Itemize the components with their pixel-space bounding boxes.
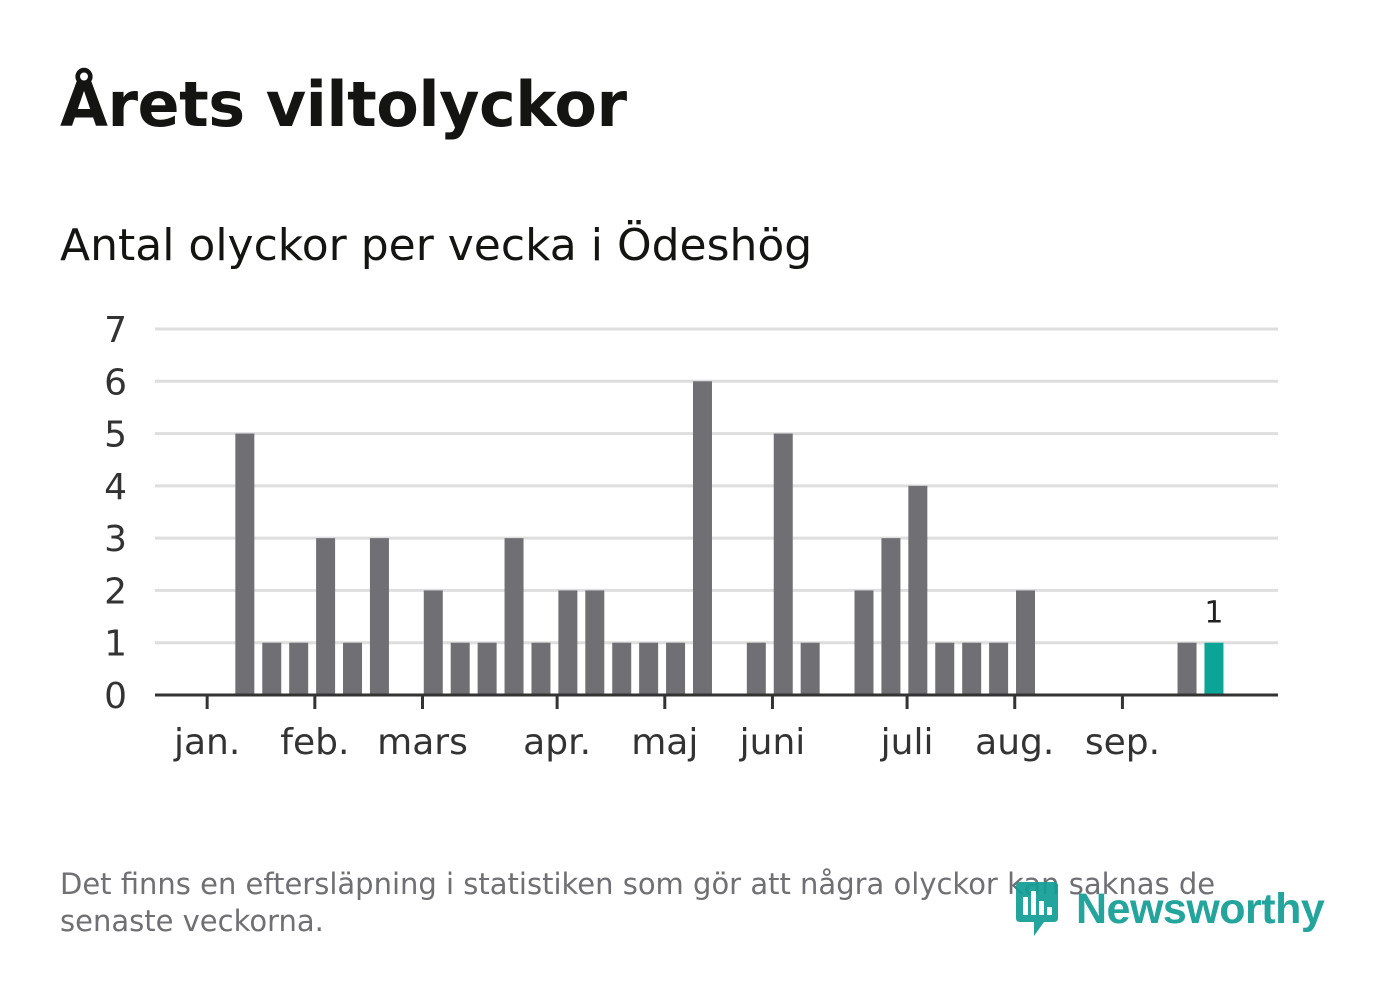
- y-tick-label: 4: [104, 467, 127, 508]
- y-tick-label: 2: [104, 571, 127, 612]
- bar: [504, 538, 524, 695]
- newsworthy-logo-icon: [1016, 882, 1058, 936]
- y-axis-labels: 0 1 2 3 4 5 6 7: [104, 310, 127, 717]
- y-tick-label: 1: [104, 624, 127, 665]
- x-tick-label: feb.: [280, 722, 349, 763]
- bar: [1016, 590, 1036, 695]
- logo-text: Newsworthy: [1076, 884, 1325, 933]
- y-tick-label: 6: [104, 362, 127, 403]
- x-tick-label: sep.: [1085, 722, 1160, 763]
- bar: [450, 642, 470, 695]
- bar: [1177, 642, 1197, 695]
- newsworthy-logo: Newsworthy: [1012, 880, 1325, 938]
- bar: [343, 642, 363, 695]
- bar: [235, 433, 255, 695]
- data-label: 1: [1204, 596, 1223, 631]
- bar: [746, 642, 766, 695]
- bar: [612, 642, 632, 695]
- x-tick-label: juli: [880, 722, 934, 763]
- x-tick-label: jan.: [173, 722, 240, 763]
- data-labels: 1: [1204, 596, 1223, 631]
- x-tick-label: mars: [377, 722, 468, 763]
- bar: [800, 642, 820, 695]
- x-tick-label: maj: [631, 722, 698, 763]
- x-axis: jan. feb. mars apr. maj juni juli aug. sep.: [155, 693, 1278, 763]
- x-tick-label: aug.: [975, 722, 1054, 763]
- bar-highlight: [1204, 642, 1224, 695]
- bar: [531, 642, 551, 695]
- x-tick-label: apr.: [523, 722, 591, 763]
- bar-chart: 0 1 2 3 4 5 6 7 jan. feb. mars apr. maj juni juli aug.…: [104, 310, 1278, 763]
- bar: [908, 485, 928, 695]
- y-tick-label: 5: [104, 415, 127, 456]
- y-tick-label: 0: [104, 676, 127, 717]
- bar: [666, 642, 686, 695]
- bar: [316, 538, 336, 695]
- bar: [639, 642, 659, 695]
- y-tick-label: 7: [104, 310, 127, 351]
- bar: [558, 590, 578, 695]
- chart-title: Årets viltolyckor: [60, 68, 627, 141]
- bar: [369, 538, 389, 695]
- y-tick-label: 3: [104, 519, 127, 560]
- bar: [935, 642, 955, 695]
- bar: [692, 381, 712, 695]
- bar: [289, 642, 309, 695]
- chart-subtitle: Antal olyckor per vecka i Ödeshög: [60, 220, 813, 271]
- bar: [262, 642, 282, 695]
- bar: [423, 590, 443, 695]
- x-tick-label: juni: [739, 722, 806, 763]
- bar: [477, 642, 497, 695]
- bar: [989, 642, 1009, 695]
- bar: [962, 642, 982, 695]
- bar: [773, 433, 793, 695]
- gridlines: [155, 327, 1278, 645]
- bars: [235, 381, 1224, 695]
- bar: [585, 590, 605, 695]
- bar: [854, 590, 874, 695]
- bar: [881, 538, 901, 695]
